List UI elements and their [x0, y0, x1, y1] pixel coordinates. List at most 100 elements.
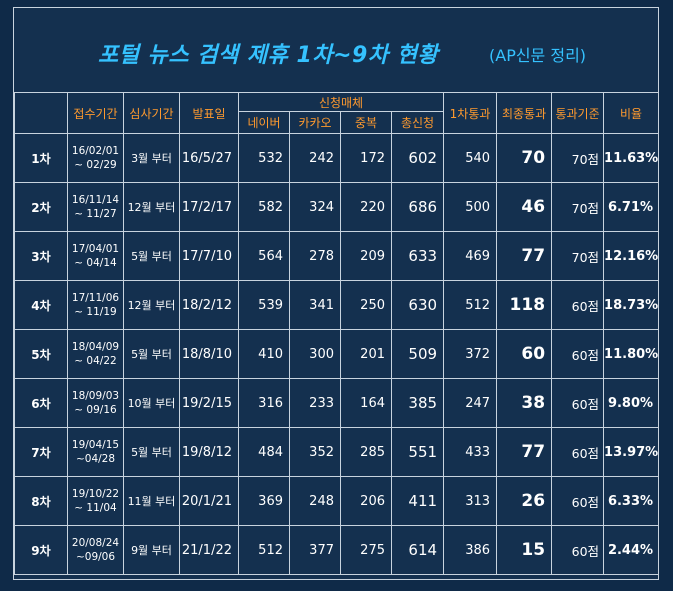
row-total: 551	[390, 427, 445, 477]
title-bar: 포털 뉴스 검색 제휴 1차~9차 현황 (AP신문 정리)	[14, 8, 658, 93]
row-announce: 16/5/27	[179, 133, 239, 183]
row-duplicate: 172	[340, 133, 392, 183]
row-announce: 17/2/17	[179, 182, 239, 232]
row-naver: 316	[238, 378, 290, 428]
row-period: 20/08/24 ~09/06	[67, 525, 124, 575]
header-kakao: 카카오	[289, 111, 341, 134]
row-review: 12월 부터	[123, 280, 180, 330]
row-naver: 532	[238, 133, 290, 183]
row-naver: 582	[238, 182, 290, 232]
row-first-pass: 247	[443, 378, 498, 428]
row-naver: 369	[238, 476, 290, 526]
row-criterion: 60점	[551, 476, 605, 526]
header-final-pass: 최종통과	[496, 92, 553, 134]
row-period-start: 18/04/09	[71, 341, 120, 353]
row-ratio: 9.80%	[603, 378, 660, 428]
header-announce: 발표일	[179, 92, 239, 134]
row-announce: 21/1/22	[179, 525, 239, 575]
row-total: 630	[390, 280, 445, 330]
row-duplicate: 209	[340, 231, 392, 281]
row-period-end: ~ 11/27	[74, 208, 117, 220]
row-ratio: 13.97%	[603, 427, 660, 477]
table-row: 2차 16/11/14 ~ 11/27 12월 부터 17/2/17 582 324 220 6…	[14, 182, 660, 232]
row-period-start: 16/02/01	[71, 145, 120, 157]
row-kakao: 278	[289, 231, 341, 281]
table-row: 3차 17/04/01 ~ 04/14 5월 부터 17/7/10 564 278 209 63…	[14, 231, 660, 281]
table-body: 1차 16/02/01 ~ 02/29 3월 부터 16/5/27 532 242 172 60…	[14, 133, 660, 575]
row-period-start: 17/04/01	[71, 243, 120, 255]
row-naver: 484	[238, 427, 290, 477]
row-round: 8차	[14, 476, 68, 526]
row-criterion: 60점	[551, 280, 605, 330]
row-first-pass: 512	[443, 280, 498, 330]
row-round: 2차	[14, 182, 68, 232]
header-criterion: 통과기준	[551, 92, 605, 134]
row-period-end: ~09/06	[75, 551, 116, 563]
row-round: 4차	[14, 280, 68, 330]
row-total: 385	[390, 378, 445, 428]
header-first-pass: 1차통과	[443, 92, 498, 134]
row-period-start: 20/08/24	[71, 537, 120, 549]
row-ratio: 2.44%	[603, 525, 660, 575]
row-period-end: ~ 04/22	[74, 355, 117, 367]
row-criterion: 60점	[551, 378, 605, 428]
row-kakao: 300	[289, 329, 341, 379]
row-review: 9월 부터	[123, 525, 180, 575]
row-final-pass: 26	[496, 476, 553, 526]
header-empty	[14, 92, 68, 134]
row-period-start: 18/09/03	[71, 390, 120, 402]
row-final-pass: 60	[496, 329, 553, 379]
row-kakao: 242	[289, 133, 341, 183]
row-period-end: ~ 11/04	[74, 502, 117, 514]
row-criterion: 60점	[551, 525, 605, 575]
table-row: 5차 18/04/09 ~ 04/22 5월 부터 18/8/10 410 300 201 50…	[14, 329, 660, 379]
row-review: 10월 부터	[123, 378, 180, 428]
row-final-pass: 70	[496, 133, 553, 183]
row-ratio: 11.80%	[603, 329, 660, 379]
row-ratio: 11.63%	[603, 133, 660, 183]
row-period-start: 19/04/15	[71, 439, 120, 451]
row-period-end: ~ 09/16	[74, 404, 117, 416]
row-naver: 564	[238, 231, 290, 281]
row-kakao: 248	[289, 476, 341, 526]
row-period-start: 17/11/06	[71, 292, 120, 304]
row-duplicate: 250	[340, 280, 392, 330]
row-first-pass: 469	[443, 231, 498, 281]
row-duplicate: 285	[340, 427, 392, 477]
row-review: 5월 부터	[123, 231, 180, 281]
row-period: 19/04/15 ~04/28	[67, 427, 124, 477]
row-announce: 19/2/15	[179, 378, 239, 428]
row-final-pass: 77	[496, 427, 553, 477]
row-duplicate: 164	[340, 378, 392, 428]
row-period: 19/10/22 ~ 11/04	[67, 476, 124, 526]
row-kakao: 324	[289, 182, 341, 232]
row-kakao: 377	[289, 525, 341, 575]
row-review: 11월 부터	[123, 476, 180, 526]
header-total: 총신청	[390, 111, 445, 134]
row-criterion: 60점	[551, 427, 605, 477]
row-naver: 512	[238, 525, 290, 575]
row-period-end: ~ 11/19	[74, 306, 117, 318]
row-period: 16/02/01 ~ 02/29	[67, 133, 124, 183]
row-ratio: 18.73%	[603, 280, 660, 330]
row-first-pass: 433	[443, 427, 498, 477]
header-ratio: 비율	[603, 92, 660, 134]
header-period: 접수기간	[67, 92, 124, 134]
row-round: 5차	[14, 329, 68, 379]
row-announce: 17/7/10	[179, 231, 239, 281]
row-round: 9차	[14, 525, 68, 575]
row-criterion: 70점	[551, 182, 605, 232]
table-row: 1차 16/02/01 ~ 02/29 3월 부터 16/5/27 532 242 172 60…	[14, 133, 660, 183]
row-criterion: 70점	[551, 231, 605, 281]
row-first-pass: 386	[443, 525, 498, 575]
row-round: 7차	[14, 427, 68, 477]
row-round: 1차	[14, 133, 68, 183]
row-duplicate: 220	[340, 182, 392, 232]
row-duplicate: 206	[340, 476, 392, 526]
row-period-end: ~ 02/29	[74, 159, 117, 171]
row-review: 3월 부터	[123, 133, 180, 183]
row-period: 16/11/14 ~ 11/27	[67, 182, 124, 232]
row-kakao: 341	[289, 280, 341, 330]
header-naver: 네이버	[238, 111, 290, 134]
row-final-pass: 118	[496, 280, 553, 330]
